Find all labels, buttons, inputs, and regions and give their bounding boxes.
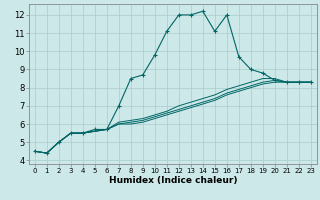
X-axis label: Humidex (Indice chaleur): Humidex (Indice chaleur) <box>108 176 237 185</box>
